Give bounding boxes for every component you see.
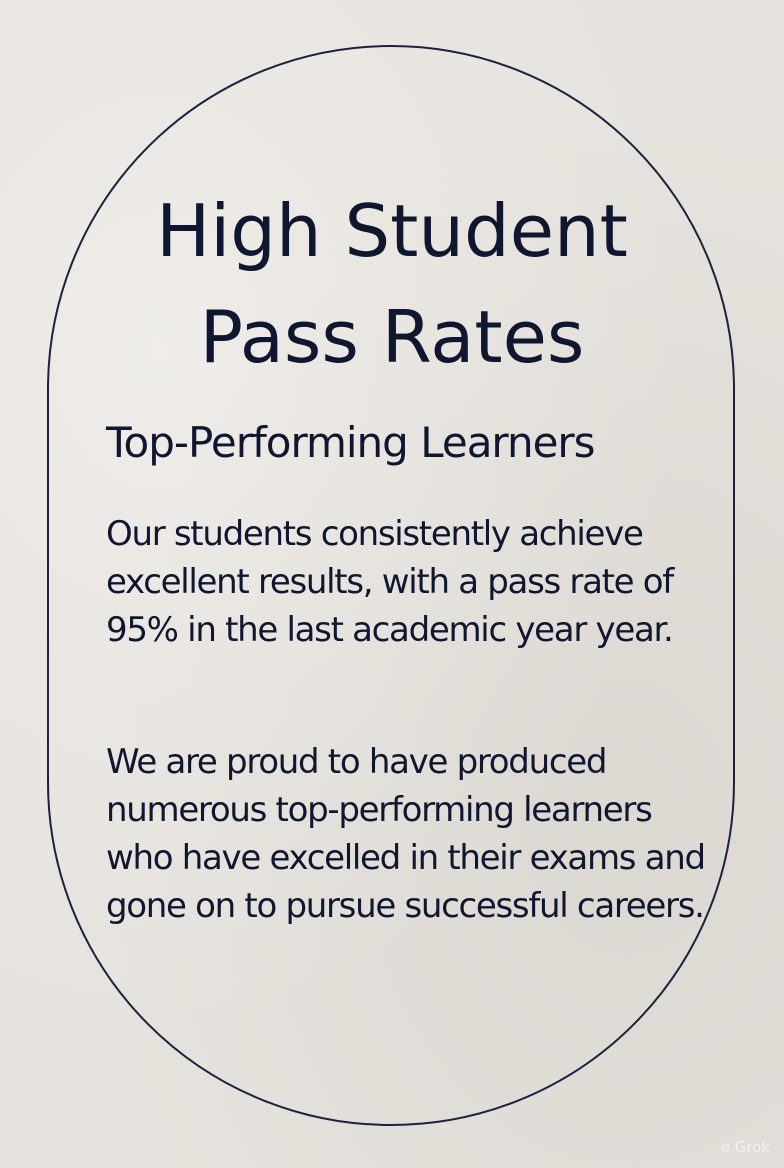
watermark-text: Grok	[734, 1138, 770, 1156]
watermark: ⌀ Grok	[721, 1138, 770, 1156]
rounded-frame	[47, 45, 735, 1126]
grok-logo-icon: ⌀	[720, 1138, 735, 1156]
subtitle: Top-Performing Learners	[106, 418, 596, 467]
poster-title: High Student Pass Rates	[0, 178, 784, 390]
paragraph-learners: We are proud to have produced numerous t…	[106, 742, 706, 926]
title-line-2: Pass Rates	[199, 295, 585, 379]
title-line-1: High Student	[156, 189, 628, 273]
paragraph-pass-rate: Our students consistently achieve excell…	[106, 514, 674, 650]
